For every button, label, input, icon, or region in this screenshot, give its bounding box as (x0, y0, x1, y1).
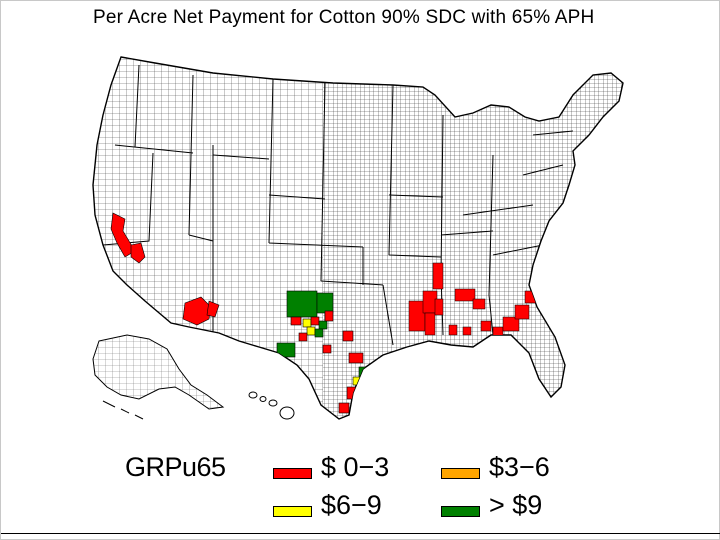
legend-label-0-3: $ 0−3 (321, 452, 390, 482)
legend-label-6-9: $6−9 (321, 490, 382, 520)
payment-region-california (110, 212, 146, 264)
legend-swatch-green (441, 505, 480, 517)
legend-swatch-red (273, 467, 312, 479)
legend-item-0-3: $ 0−3 (273, 452, 389, 483)
map-title: Per Acre Net Payment for Cotton 90% SDC … (93, 7, 595, 28)
legend-item-6-9: $6−9 (273, 490, 382, 521)
legend-item-over-9: > $9 (441, 490, 542, 521)
legend-swatch-orange (441, 467, 480, 479)
legend-label-3-6: $3−6 (489, 452, 550, 482)
bottom-divider (1, 533, 720, 534)
legend-variable-label: GRPu65 (125, 452, 226, 482)
hawaii-shape (248, 391, 295, 420)
legend-swatch-yellow (273, 505, 312, 517)
legend-label-over-9: > $9 (489, 490, 543, 520)
legend-item-3-6: $3−6 (441, 452, 550, 483)
us-county-map (63, 35, 655, 431)
payment-region-arizona (182, 296, 220, 326)
